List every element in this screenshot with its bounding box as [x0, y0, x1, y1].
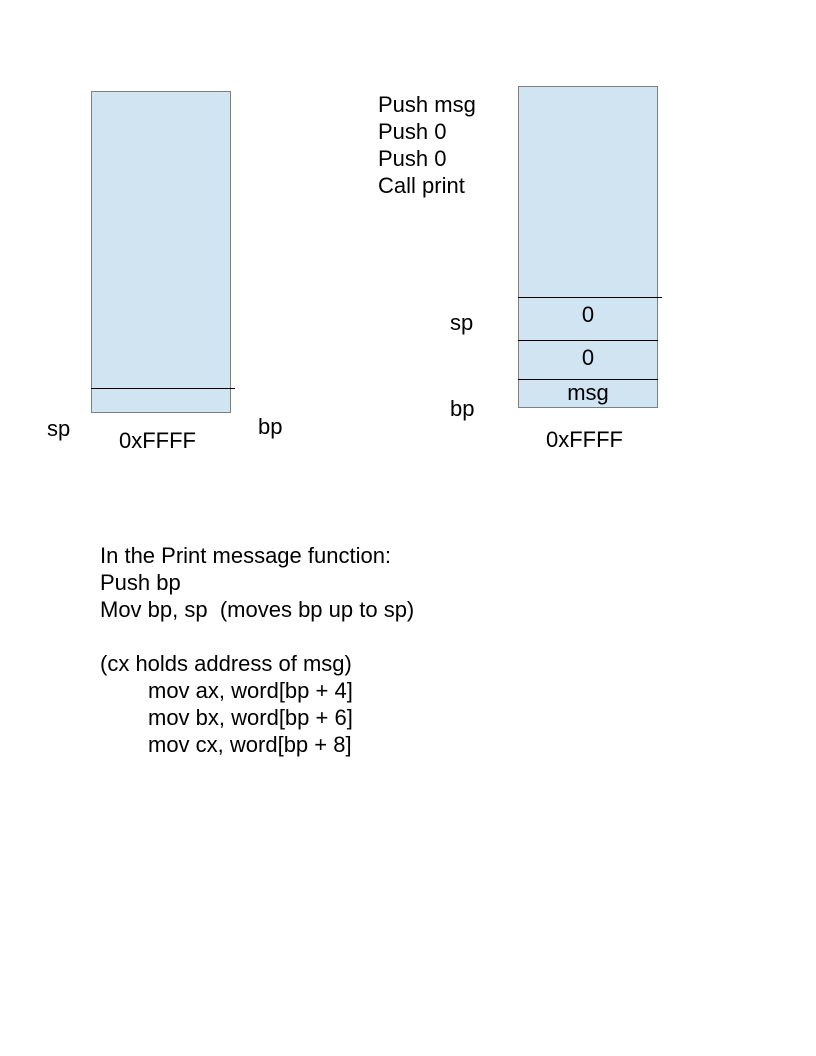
note-blank-line — [100, 623, 414, 650]
left-stack-pointer-line — [91, 388, 235, 389]
right-stack-top-line — [518, 297, 662, 298]
right-sp-label: sp — [450, 310, 474, 335]
right-stack-divider — [518, 340, 658, 341]
left-bottom-address: 0xFFFF — [119, 428, 196, 453]
note-line: In the Print message function: — [100, 543, 392, 568]
note-line: Mov bp, sp (moves bp up to sp) — [100, 597, 415, 622]
instruction-list: Push msg Push 0 Push 0 Call print — [378, 91, 476, 199]
stack-cell-value: 0 — [581, 302, 595, 327]
right-bottom-address: 0xFFFF — [546, 427, 623, 452]
left-bp-label: bp — [258, 414, 283, 439]
notes-block: In the Print message function: Push bp M… — [100, 542, 414, 758]
right-stack-box — [518, 86, 658, 408]
right-stack-divider — [518, 379, 658, 380]
note-line: Push bp — [100, 570, 181, 595]
instruction-line: Push 0 — [378, 119, 447, 144]
instruction-line: Call print — [378, 173, 465, 198]
left-stack-box — [91, 91, 231, 413]
code-line: mov bx, word[bp + 6] — [148, 705, 353, 730]
left-sp-label: sp — [47, 416, 71, 441]
instruction-line: Push msg — [378, 92, 476, 117]
code-line: mov ax, word[bp + 4] — [148, 678, 353, 703]
stack-cell-value: msg — [567, 380, 609, 405]
code-line: mov cx, word[bp + 8] — [148, 732, 352, 757]
note-line: (cx holds address of msg) — [100, 651, 352, 676]
instruction-line: Push 0 — [378, 146, 447, 171]
stack-cell-value: 0 — [581, 345, 595, 370]
right-bp-label: bp — [450, 396, 475, 421]
